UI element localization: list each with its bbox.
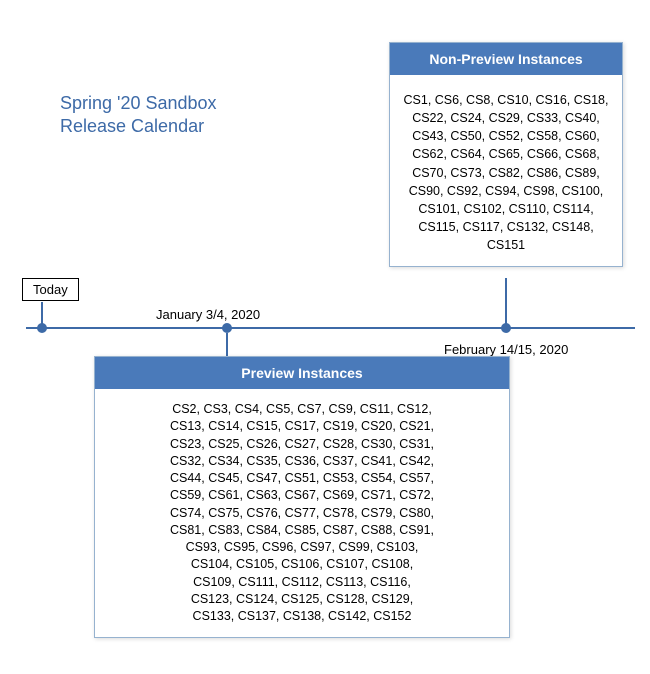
timeline-axis [26,327,635,329]
preview-box: Preview Instances CS2, CS3, CS4, CS5, CS… [94,356,510,638]
nonpreview-timeline-dot [501,323,511,333]
nonpreview-header: Non-Preview Instances [390,43,622,75]
preview-body: CS2, CS3, CS4, CS5, CS7, CS9, CS11, CS12… [95,389,509,637]
page-title: Spring '20 SandboxRelease Calendar [60,92,217,139]
preview-timeline-dot [222,323,232,333]
nonpreview-connector [505,278,507,326]
preview-header: Preview Instances [95,357,509,389]
nonpreview-body: CS1, CS6, CS8, CS10, CS16, CS18,CS22, CS… [390,75,622,266]
preview-connector [226,333,228,356]
preview-date-label: January 3/4, 2020 [156,307,260,322]
today-marker: Today [22,278,79,301]
nonpreview-date-label: February 14/15, 2020 [444,342,568,357]
nonpreview-box: Non-Preview Instances CS1, CS6, CS8, CS1… [389,42,623,267]
